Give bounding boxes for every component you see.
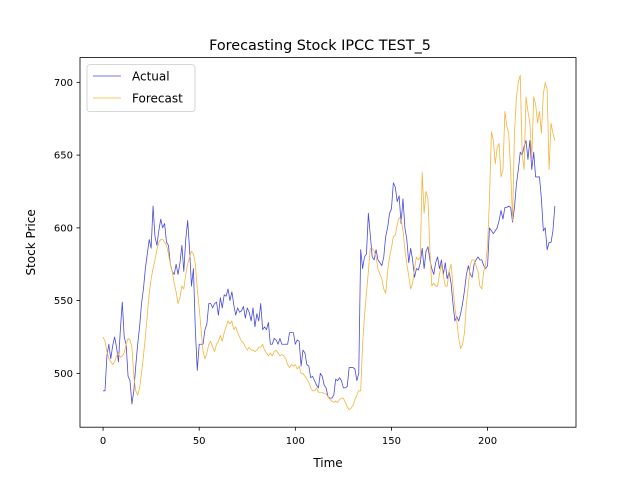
x-axis-label: Time [312, 456, 342, 470]
x-tick-label: 200 [478, 436, 497, 447]
legend-label-actual: Actual [132, 70, 170, 84]
x-tick-label: 50 [193, 436, 206, 447]
y-tick-label: 650 [54, 151, 73, 162]
legend: Actual Forecast [86, 64, 196, 112]
y-tick-label: 700 [54, 78, 73, 89]
x-tick-label: 150 [382, 436, 401, 447]
legend-label-forecast: Forecast [132, 92, 183, 106]
y-axis-ticks: 500 550 600 650 700 [54, 78, 80, 380]
y-axis-label: Stock Price [24, 209, 38, 275]
x-axis-ticks: 0 50 100 150 200 [100, 427, 497, 447]
y-tick-label: 600 [54, 223, 73, 234]
chart-title: Forecasting Stock IPCC TEST_5 [209, 38, 431, 54]
y-tick-label: 500 [54, 369, 73, 380]
plot-lines [102, 74, 556, 411]
x-tick-label: 100 [286, 436, 305, 447]
plot-frame [79, 57, 577, 428]
series-line-forecast [102, 74, 556, 411]
y-tick-label: 550 [54, 296, 73, 307]
x-tick-label: 0 [100, 436, 106, 447]
